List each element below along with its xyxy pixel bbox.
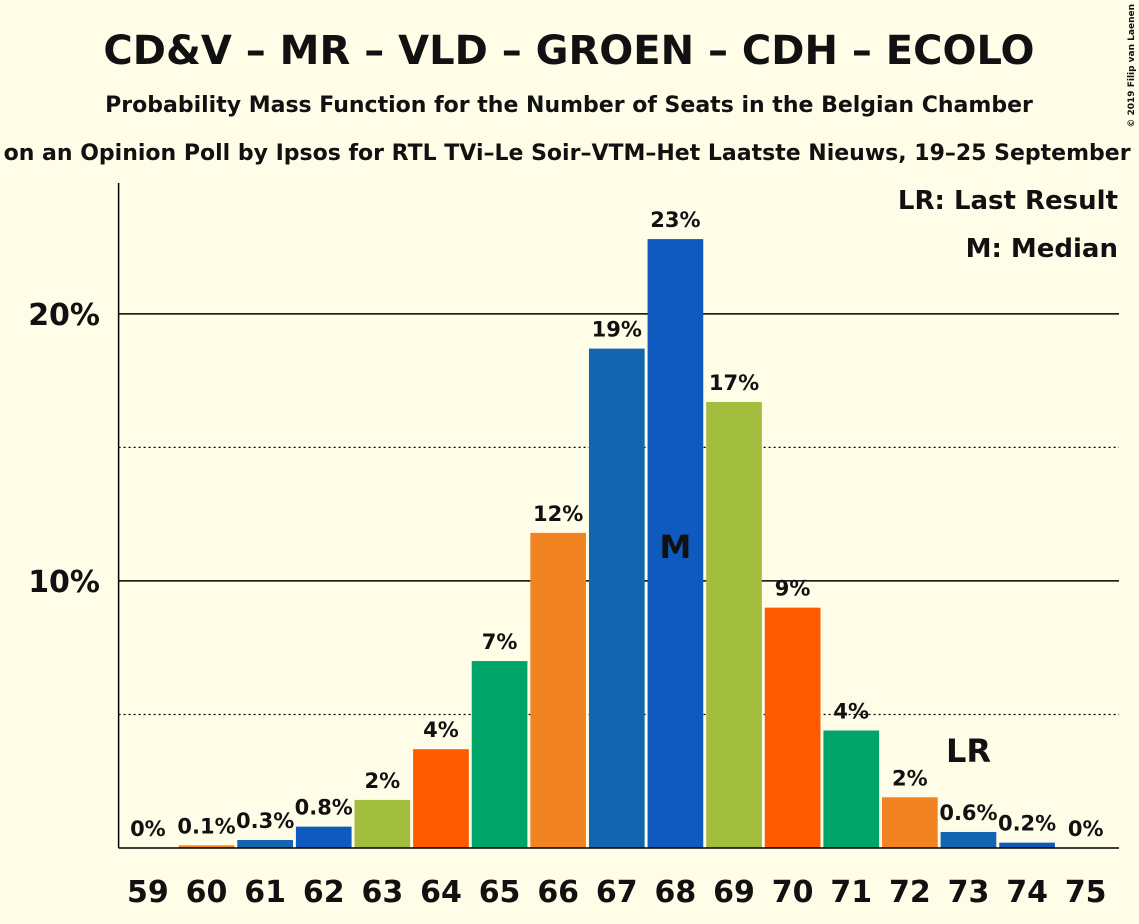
x-tick-label: 74 [1006,875,1048,910]
value-label: 23% [650,208,700,232]
subtitle: Probability Mass Function for the Number… [105,93,1033,118]
y-tick-label: 20% [28,298,100,333]
x-tick-label: 60 [186,875,228,910]
x-tick-label: 72 [889,875,931,910]
bar [940,831,997,848]
x-tick-label: 61 [244,875,286,910]
y-tick-label: 10% [28,565,100,600]
bar [178,845,235,848]
x-tick-label: 64 [420,875,462,910]
bar [882,797,938,848]
legend-entry: LR: Last Result [898,186,1118,216]
value-label: 9% [775,577,811,601]
x-tick-label: 69 [713,875,755,910]
x-tick-label: 73 [948,875,990,910]
x-tick-label: 67 [596,875,638,910]
value-label: 0.1% [177,814,235,838]
bar [647,239,704,848]
value-label: 0.2% [998,812,1056,836]
value-label: 0.8% [295,796,353,820]
bar [706,401,762,848]
chart-title: CD&V – MR – VLD – GROEN – CDH – ECOLO [103,28,1034,74]
bar [471,661,528,848]
bar [823,730,880,848]
bar [295,826,352,848]
value-label: 4% [423,718,459,742]
x-tick-label: 62 [303,875,345,910]
bar [530,532,587,848]
legend-entry: M: Median [966,234,1118,264]
x-tick-label: 75 [1065,875,1107,910]
x-tick-label: 63 [361,875,403,910]
bar [588,348,645,848]
annotation: M [659,528,691,566]
value-label: 0.3% [236,809,294,833]
value-label: 2% [892,766,928,790]
bar [764,607,821,848]
copyright: © 2019 Filip van Laenen [1127,4,1137,128]
value-label: 7% [482,630,518,654]
bar [999,842,1055,848]
value-label: 0.6% [939,801,997,825]
x-tick-label: 66 [537,875,579,910]
x-tick-label: 59 [127,875,169,910]
value-label: 0% [130,817,166,841]
value-label: 17% [709,371,759,395]
x-tick-label: 68 [655,875,697,910]
bar [237,839,293,848]
subtitle2: Based on an Opinion Poll by Ipsos for RT… [0,141,1139,166]
x-tick-label: 71 [830,875,872,910]
bar [354,799,411,848]
value-label: 4% [833,699,869,723]
value-label: 12% [533,502,583,526]
x-tick-label: 70 [772,875,814,910]
value-label: 19% [592,318,642,342]
bar [413,749,469,848]
annotation: LR [946,732,991,770]
value-label: 0% [1068,817,1104,841]
value-label: 2% [365,769,401,793]
x-tick-label: 65 [479,875,521,910]
